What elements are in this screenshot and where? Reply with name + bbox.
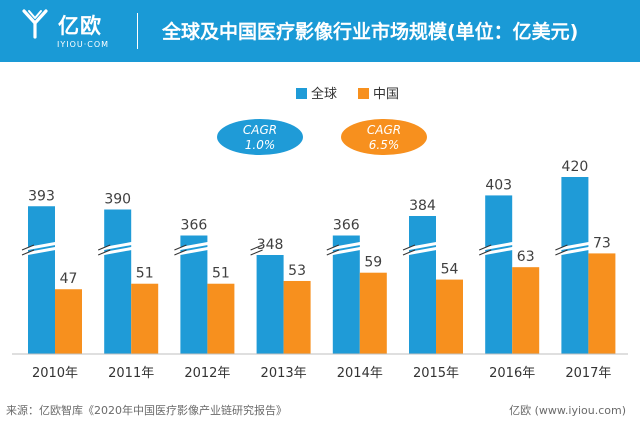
- cagr-label: CAGR: [243, 123, 277, 137]
- bar-china: [283, 280, 311, 354]
- axis-break-tick: [98, 249, 111, 256]
- axis-break-mark: [405, 241, 440, 251]
- legend-swatch-china: [358, 88, 369, 99]
- data-label-global: 366: [181, 218, 208, 234]
- data-label-global: 393: [28, 188, 55, 204]
- bar-global: [28, 206, 55, 354]
- axis-break-tick: [98, 244, 111, 251]
- bar-china: [436, 279, 463, 354]
- bar-global: [332, 235, 360, 354]
- bar-china: [55, 289, 82, 354]
- axis-break-mark: [481, 246, 516, 256]
- axis-break-mark: [329, 246, 364, 256]
- axis-break-mark: [24, 246, 59, 256]
- axis-break-mark: [177, 241, 211, 251]
- data-label-china: 54: [441, 262, 459, 278]
- x-tick-label: 2014年: [337, 366, 383, 381]
- bar-china: [131, 283, 159, 354]
- axis-break-tick: [174, 249, 187, 256]
- axis-break-mark: [558, 246, 592, 256]
- data-label-china: 59: [364, 255, 382, 271]
- x-tick-label: 2016年: [489, 366, 535, 381]
- x-tick-label: 2013年: [261, 366, 307, 381]
- data-label-china: 51: [212, 266, 230, 282]
- axis-break-mark: [405, 246, 440, 256]
- axis-break-mark: [100, 241, 135, 251]
- x-tick-label: 2012年: [184, 366, 230, 381]
- cagr-badge-global: [217, 119, 303, 155]
- logo-text: 亿欧: [58, 14, 102, 38]
- x-tick-label: 2010年: [32, 366, 78, 381]
- axis-break-tick: [174, 244, 187, 251]
- x-tick-label: 2017年: [565, 366, 611, 381]
- bar-china: [207, 283, 235, 354]
- axis-break-mark: [481, 241, 516, 251]
- bar-global: [485, 195, 513, 354]
- data-label-global: 348: [257, 237, 284, 253]
- bar-global: [104, 209, 132, 354]
- x-tick-label: 2015年: [413, 366, 459, 381]
- axis-break-tick: [479, 249, 492, 256]
- axis-break-tick: [326, 244, 339, 251]
- axis-break-tick: [479, 244, 492, 251]
- data-label-global: 384: [409, 198, 436, 214]
- data-label-global: 403: [485, 177, 512, 193]
- bar-global: [561, 177, 589, 354]
- legend-swatch-global: [296, 88, 307, 99]
- yiou-logo-icon: [22, 9, 48, 39]
- axis-break-tick: [326, 249, 339, 256]
- legend-label-china: 中国: [373, 87, 399, 102]
- axis-break-mark: [253, 246, 287, 256]
- axis-break-mark: [100, 246, 135, 256]
- data-label-global: 366: [333, 218, 360, 234]
- axis-break-tick: [250, 244, 263, 251]
- bar-global: [409, 216, 436, 354]
- footer-source: 来源：亿欧智库《2020年中国医疗影像产业链研究报告》: [6, 404, 287, 417]
- header-divider: [137, 13, 138, 49]
- axis-break-mark: [253, 241, 287, 251]
- axis-break-tick: [250, 249, 263, 256]
- cagr-value: 1.0%: [245, 138, 276, 152]
- axis-break-mark: [177, 246, 211, 256]
- data-label-global: 390: [104, 192, 131, 208]
- bar-chart: 全球 中国CAGR1.0%CAGR6.5%393472010年390512011年…: [12, 86, 628, 381]
- axis-break-tick: [21, 249, 35, 256]
- bar-china: [588, 253, 616, 354]
- data-label-china: 63: [517, 249, 535, 265]
- axis-break-tick: [555, 249, 568, 256]
- axis-break-tick: [555, 244, 568, 251]
- axis-break-mark: [24, 241, 59, 251]
- axis-break-mark: [558, 241, 592, 251]
- cagr-label: CAGR: [367, 123, 401, 137]
- header-bar: 亿欧 IYIOU·COM 全球及中国医疗影像行业市场规模(单位：亿美元): [0, 0, 640, 62]
- legend-label-global: 全球: [311, 86, 337, 102]
- cagr-value: 6.5%: [369, 138, 400, 152]
- data-label-china: 51: [136, 266, 154, 282]
- page-title: 全球及中国医疗影像行业市场规模(单位：亿美元): [162, 21, 579, 43]
- logo-subtext: IYIOU·COM: [57, 40, 110, 49]
- footer-brand: 亿欧 (www.iyiou.com): [509, 404, 626, 417]
- cagr-badge-china: [341, 119, 427, 155]
- x-tick-label: 2011年: [108, 366, 154, 381]
- bar-china: [512, 267, 540, 354]
- bar-china: [359, 272, 387, 354]
- data-label-global: 420: [562, 159, 589, 175]
- data-label-china: 73: [593, 235, 611, 251]
- axis-break-tick: [402, 244, 416, 251]
- bar-global: [256, 255, 284, 354]
- bar-global: [180, 235, 208, 354]
- data-label-china: 47: [60, 271, 78, 287]
- axis-break-tick: [21, 244, 35, 251]
- axis-break-tick: [402, 249, 416, 256]
- data-label-china: 53: [288, 263, 306, 279]
- axis-break-mark: [329, 241, 364, 251]
